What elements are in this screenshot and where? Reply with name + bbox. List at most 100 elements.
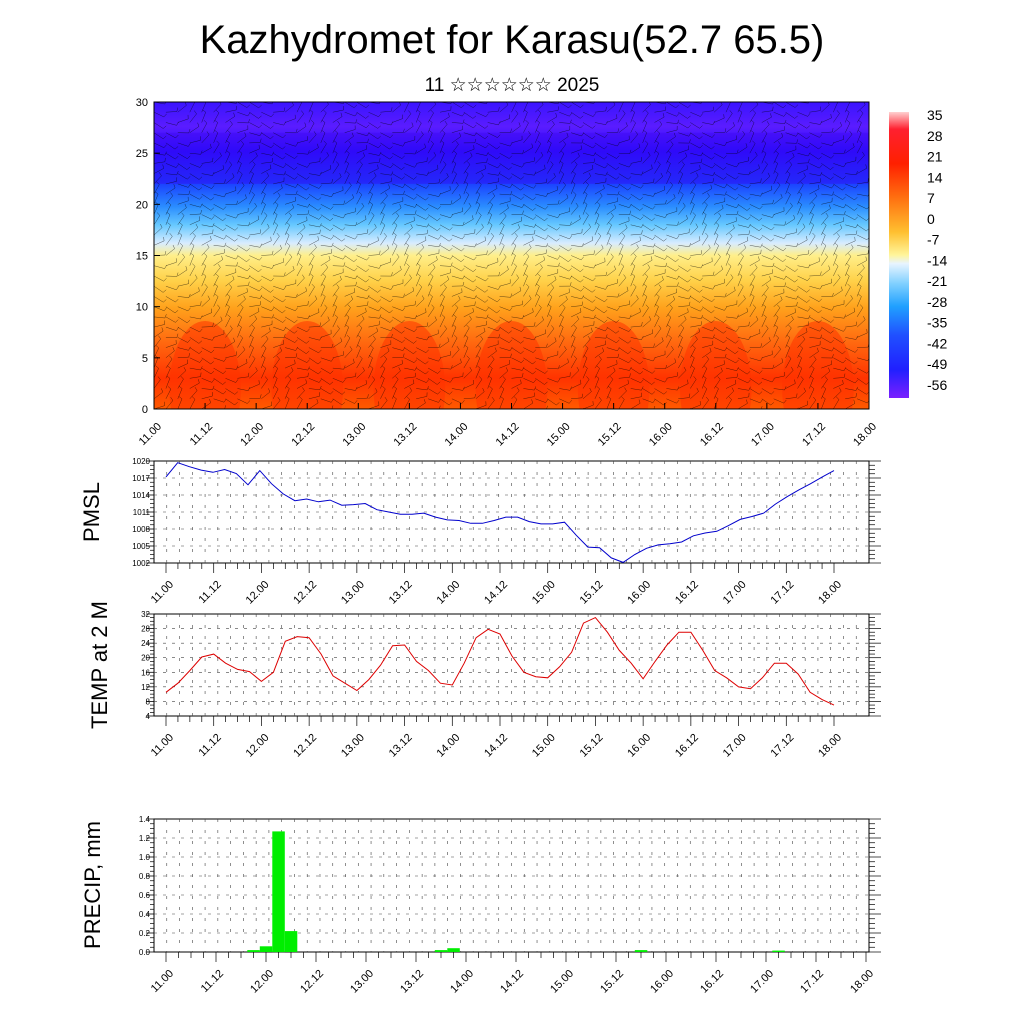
colorbar-label: 21 [927,149,943,165]
chart-subtitle: 11 ☆☆☆☆☆☆ 2025 [424,75,600,96]
y-tick-label: 15 [136,251,148,263]
warm-cell [782,321,854,409]
x-tick-label: 11.12 [196,732,223,759]
colorbar-label: -35 [927,315,947,331]
x-tick-label: 18.00 [816,732,844,760]
y-tick-label: 1002 [132,559,150,568]
precip-bar [447,948,460,952]
y-tick-label: 32 [141,610,150,619]
x-tick-label: 15.12 [598,968,626,996]
x-tick-label: 15.00 [530,579,558,607]
colorbar-label: 28 [927,128,943,144]
temp-ylabel: TEMP at 2 M [87,601,112,729]
wind-barbs [154,102,869,409]
x-tick-label: 12.00 [244,579,272,607]
colorbar-label: -42 [927,335,947,351]
y-tick-label: 1020 [132,457,150,466]
x-tick-label: 14.00 [448,968,476,996]
warm-cell [680,321,752,409]
warm-cell [577,321,650,409]
chart-title: Kazhydromet for Karasu(52.7 65.5) [199,18,825,62]
x-tick-label: 13.00 [348,968,376,996]
y-tick-label: 5 [142,353,148,365]
x-tick-label: 15.00 [548,968,576,996]
x-tick-label: 12.12 [291,579,319,607]
x-tick-label: 18.00 [848,968,876,996]
x-tick-label: 13.12 [398,968,426,996]
x-tick-label: 16.12 [673,579,701,607]
x-tick-label: 13.12 [392,421,420,449]
x-tick-label: 14.12 [482,732,510,760]
y-tick-label: 24 [141,639,150,648]
x-tick-label: 15.00 [530,732,558,760]
cross-section-panel: 0 5 10 15 20 25 30 11.00 11.12 12.00 12.12 13.00 13… [136,97,879,449]
y-tick-label: 28 [141,625,150,634]
x-tick-label: 16.00 [625,732,653,760]
y-tick-label: 16 [141,668,150,677]
x-tick-label: 17.00 [748,968,776,996]
precip-bars [247,831,785,953]
x-tick-label: 12.00 [244,732,272,760]
precip-bar [772,950,785,952]
pmsl-ylabel: PMSL [79,482,104,542]
x-tick-label: 13.12 [387,579,415,607]
y-tick-label: 10 [136,302,148,314]
colorbar-label: 14 [927,169,943,185]
y-tick-label: 12 [141,683,150,692]
y-tick-label: 1.4 [139,815,151,824]
x-tick-label: 11.00 [137,421,164,448]
x-tick-label: 14.12 [494,421,522,449]
pmsl-y-axis: 1002 1005 1008 1011 1014 1017 1020 [132,457,154,568]
x-tick-label: 16.00 [648,968,676,996]
y-tick-label: 0.2 [139,929,151,938]
x-tick-label: 11.00 [149,968,176,995]
x-tick-label: 13.00 [339,732,367,760]
x-tick-label: 16.00 [647,421,675,449]
precip-bar [634,950,648,952]
colorbar-label: 0 [927,211,935,227]
x-tick-label: 13.00 [340,421,368,449]
pmsl-grid [150,460,881,564]
x-tick-label: 13.00 [339,579,367,607]
warm-cell [475,321,548,409]
colorbar-label: -56 [927,377,947,393]
x-tick-label: 11.00 [149,732,176,759]
y-tick-label: 1.2 [139,834,151,843]
y-tick-label: 0.8 [139,872,151,881]
y-tick-label: 20 [136,199,148,211]
x-tick-label: 17.12 [800,421,828,449]
x-tick-label: 14.00 [434,579,462,607]
x-tick-label: 14.00 [443,421,471,449]
y-tick-label: 0.4 [139,910,151,919]
warm-cell [373,321,446,409]
x-tick-label: 15.00 [545,421,573,449]
y-tick-label: 8 [146,697,151,706]
cross-section-warm-cells [154,132,869,409]
precip-bar [272,831,285,953]
x-tick-label: 12.00 [248,968,276,996]
x-tick-label: 11.00 [149,579,176,606]
warm-cell [271,321,343,409]
precip-y-axis: 0.0 0.2 0.4 0.6 0.8 1.0 1.2 1.4 [139,815,154,957]
x-tick-label: 18.00 [851,421,879,449]
pmsl-frame [153,460,870,564]
wind-barb-field [154,102,869,409]
y-tick-label: 30 [136,97,148,109]
x-tick-label: 13.12 [387,732,415,760]
colorbar-labels: 35 28 21 14 7 0 -7 -14 -21 -28 -35 -42 -49 -56 [927,107,947,393]
precip-ylabel: PRECIP, mm [80,821,105,949]
precip-bar [247,950,260,952]
x-tick-label: 15.12 [578,732,606,760]
x-tick-label: 14.12 [498,968,526,996]
temp-grid [150,613,881,717]
pmsl-series-line [165,462,835,563]
temp-frame [153,613,870,717]
x-tick-label: 17.12 [768,732,796,760]
x-tick-label: 17.12 [768,579,796,607]
colorbar-label: -14 [927,252,947,268]
precip-panel: 0.0 0.2 0.4 0.6 0.8 1.0 1.2 1.4 11.00 11.12 12.00… [80,815,881,996]
precip-bar [434,950,448,952]
x-tick-label: 11.12 [199,968,226,995]
y-tick-label: 1.0 [139,853,151,862]
pmsl-x-axis: 11.00 11.12 12.00 12.12 13.00 13.12 14.00 14.12… [149,563,844,607]
